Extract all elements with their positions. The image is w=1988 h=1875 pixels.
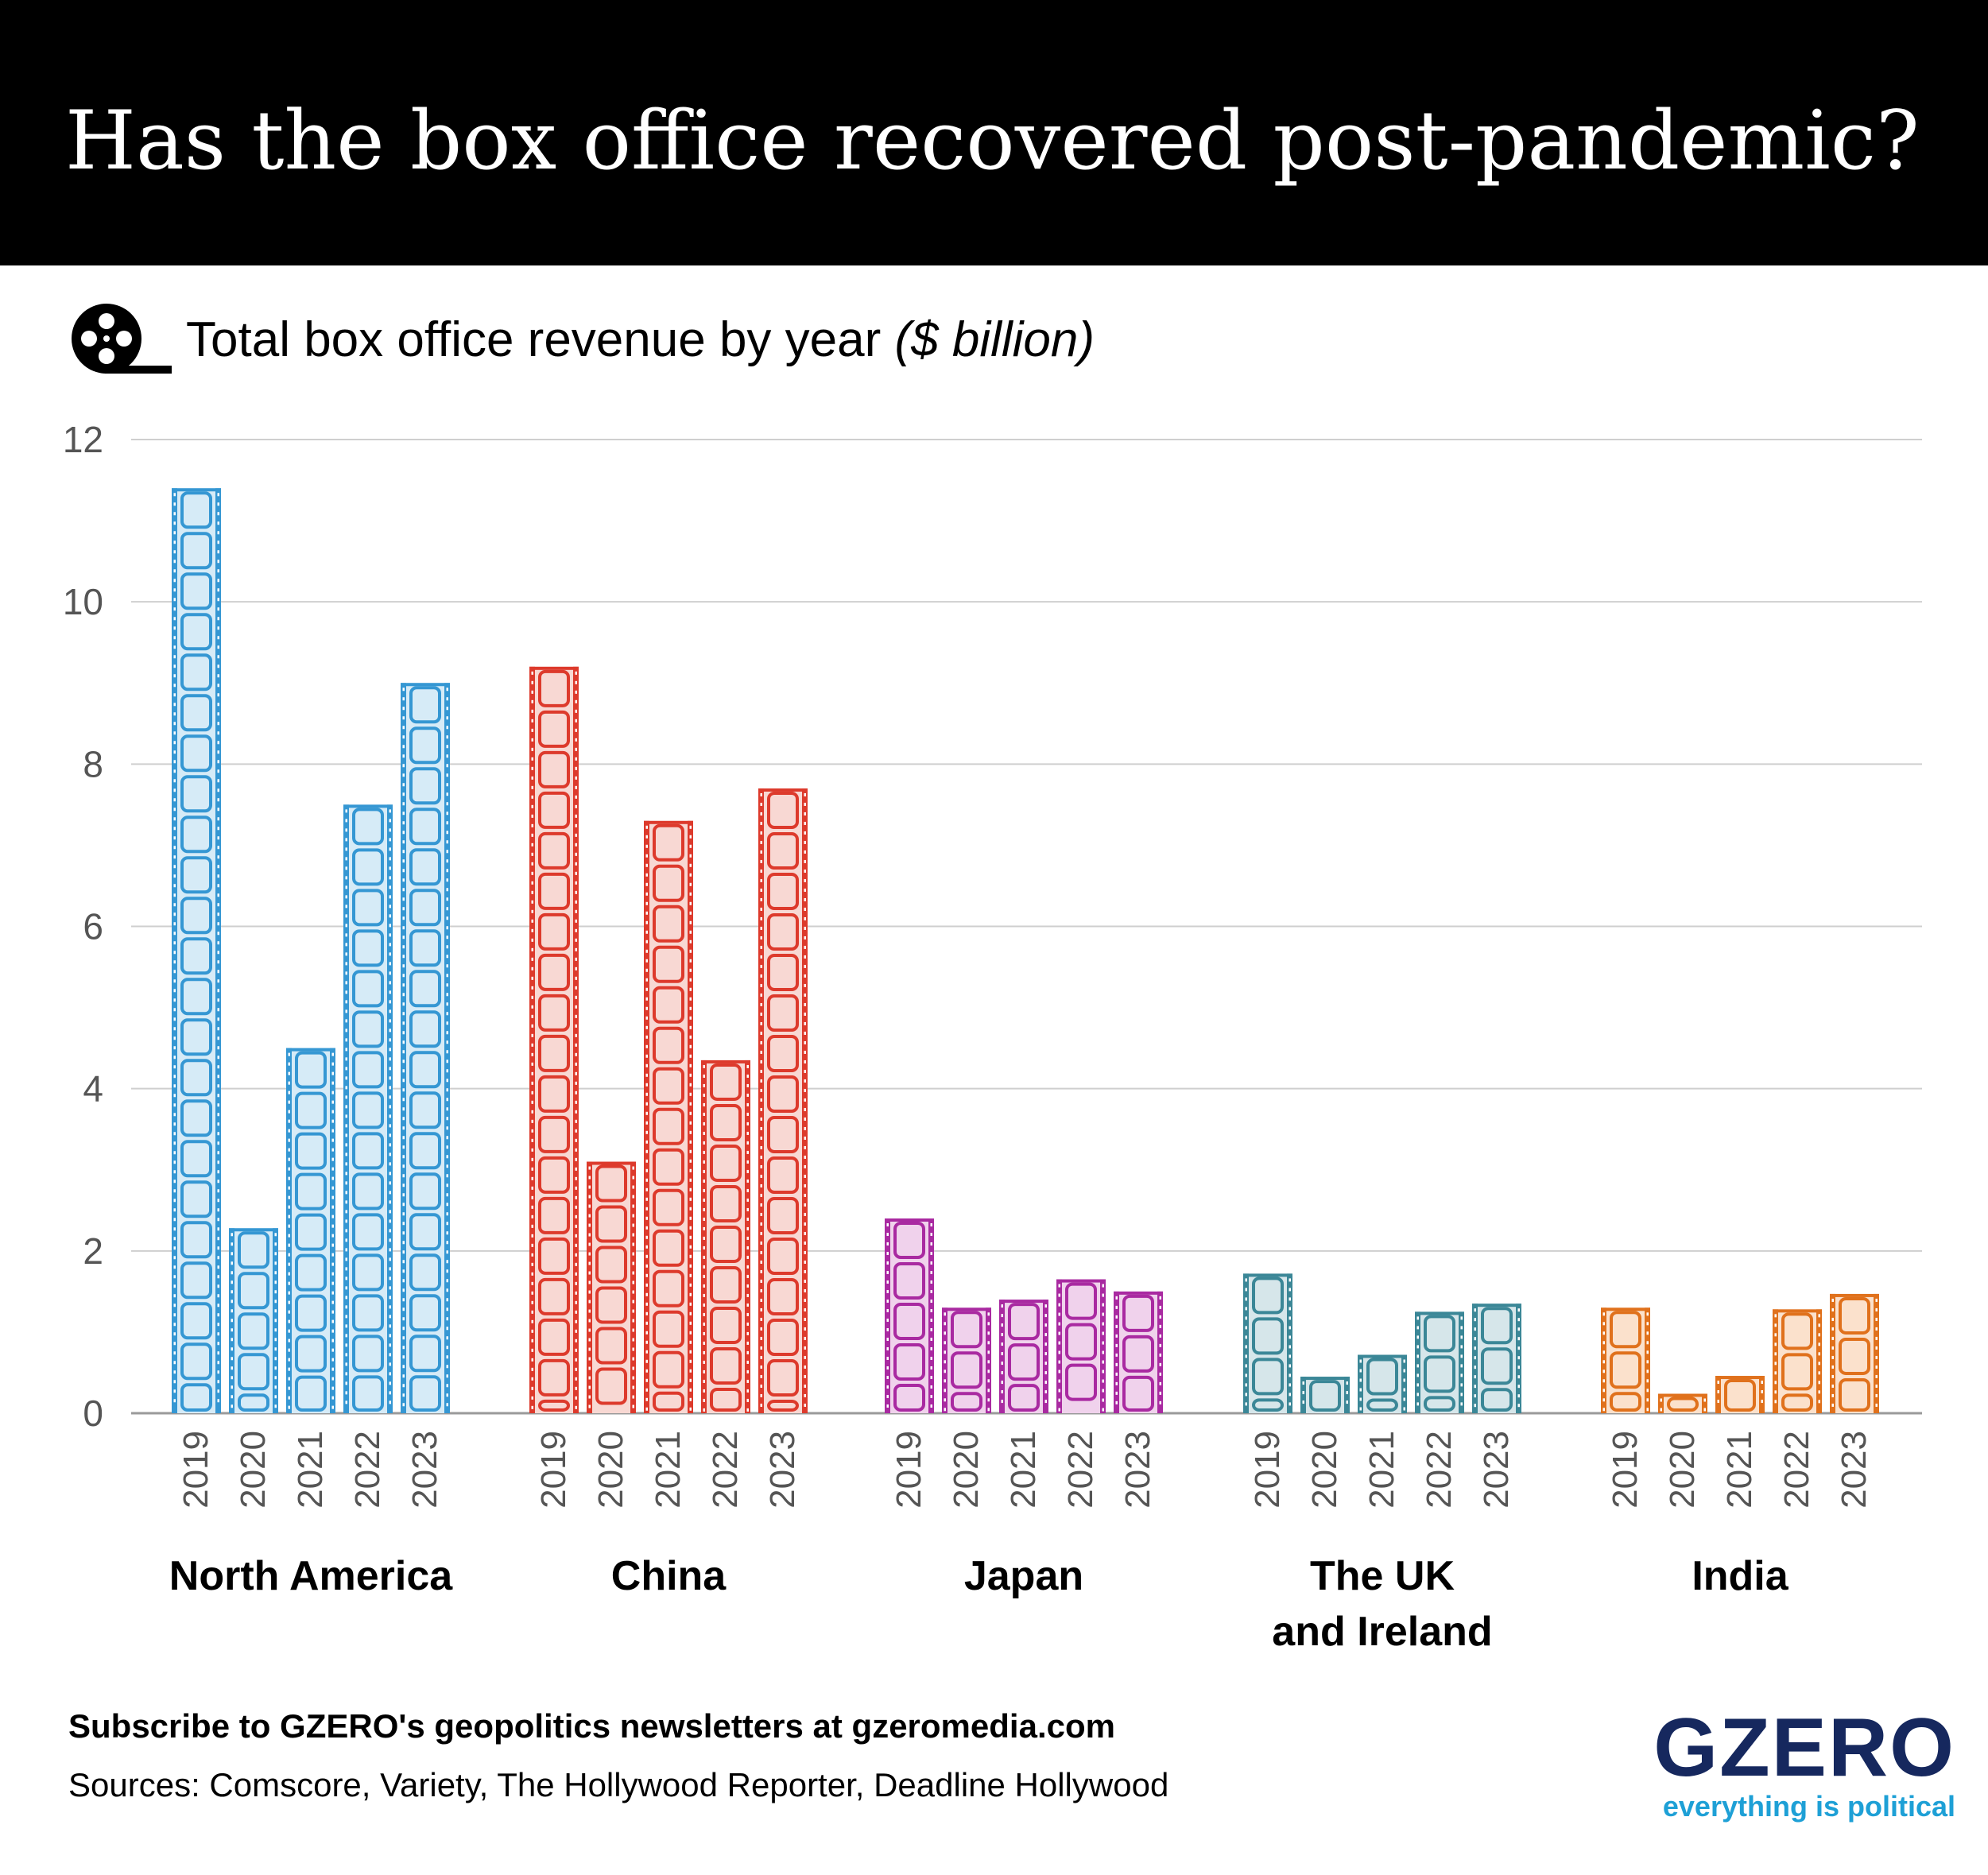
x-tick-label: 2023	[1118, 1431, 1157, 1509]
bar	[1056, 1279, 1106, 1413]
bar	[529, 666, 579, 1413]
x-tick-label: 2023	[1477, 1431, 1516, 1509]
x-tick-label: 2022	[1061, 1431, 1100, 1509]
group-label: India	[1692, 1553, 1788, 1599]
group-label: China	[611, 1553, 727, 1599]
x-tick-label: 2021	[1362, 1431, 1401, 1509]
bar	[587, 1161, 636, 1413]
bar	[701, 1060, 750, 1413]
bar	[401, 683, 450, 1413]
y-tick-label: 8	[83, 743, 103, 784]
bar	[343, 804, 393, 1413]
group-label: North America	[169, 1553, 453, 1599]
bar-group-north-america	[172, 488, 450, 1413]
x-tick-label: 2020	[1663, 1431, 1702, 1509]
grid-lines	[131, 439, 1922, 1415]
y-tick-label: 10	[63, 581, 103, 622]
film-reel-icon	[72, 304, 172, 374]
x-tick-label: 2023	[1835, 1431, 1874, 1509]
x-tick-label: 2021	[1720, 1431, 1759, 1509]
bars	[172, 488, 1879, 1413]
group-label: and Ireland	[1272, 1609, 1492, 1655]
x-tick-label: 2020	[1305, 1431, 1344, 1509]
y-tick-label: 4	[83, 1068, 103, 1110]
bar	[1358, 1354, 1407, 1413]
bar	[1114, 1291, 1163, 1413]
bar	[172, 488, 221, 1413]
bar	[644, 820, 693, 1413]
bar-group-japan	[885, 1218, 1163, 1413]
x-tick-label: 2021	[1004, 1431, 1043, 1509]
x-tick-label: 2019	[1248, 1431, 1287, 1509]
header-bar: Has the box office recovered post-pandem…	[0, 0, 1988, 265]
x-tick-label: 2019	[534, 1431, 573, 1509]
subtitle-unit: ($ billion)	[894, 312, 1095, 367]
bar	[1830, 1293, 1879, 1413]
page-title: Has the box office recovered post-pandem…	[65, 94, 1920, 188]
chart-subtitle: Total box office revenue by year ($ bill…	[186, 312, 1095, 368]
gzero-logo: GZERO everything is political	[1622, 1701, 1955, 1823]
y-axis-tick-labels: 0 2 4 6 8 10 12	[63, 419, 103, 1434]
subscribe-text: Subscribe to GZERO's geopolitics newslet…	[68, 1707, 1115, 1745]
bar	[1300, 1377, 1350, 1413]
x-tick-label: 2020	[947, 1431, 986, 1509]
bar	[1773, 1309, 1822, 1413]
x-tick-label: 2021	[291, 1431, 330, 1509]
y-tick-label: 6	[83, 906, 103, 947]
bar	[1601, 1307, 1650, 1413]
group-label: The UK	[1310, 1553, 1455, 1599]
bar-group-india	[1601, 1293, 1879, 1413]
group-label: Japan	[964, 1553, 1083, 1599]
bar	[999, 1300, 1048, 1413]
subtitle-text: Total box office revenue by year	[186, 312, 895, 367]
x-tick-label: 2021	[649, 1431, 688, 1509]
bar	[1715, 1376, 1765, 1413]
sources-text: Sources: Comscore, Variety, The Hollywoo…	[68, 1766, 1169, 1803]
x-tick-label: 2023	[763, 1431, 802, 1509]
logo-wordmark: GZERO	[1653, 1702, 1955, 1794]
x-tick-label: 2020	[234, 1431, 273, 1509]
y-tick-label: 12	[63, 419, 103, 460]
x-tick-label: 2019	[1606, 1431, 1645, 1509]
bar-group-the-uk-and-ireland	[1243, 1273, 1521, 1413]
x-tick-label: 2019	[889, 1431, 928, 1509]
bar	[229, 1228, 278, 1413]
bar	[885, 1218, 934, 1413]
bar	[286, 1048, 335, 1413]
x-tick-label: 2022	[1420, 1431, 1459, 1509]
bar	[1415, 1311, 1464, 1413]
group-labels: North America China Japan The UK and Ireland…	[169, 1553, 1789, 1655]
bar	[758, 788, 808, 1413]
bar-group-china	[529, 666, 808, 1413]
bar	[1472, 1304, 1521, 1413]
x-tick-label: 2022	[706, 1431, 745, 1509]
y-tick-label: 2	[83, 1230, 103, 1272]
bar	[942, 1307, 991, 1413]
x-tick-label: 2019	[176, 1431, 215, 1509]
bar	[1658, 1393, 1707, 1413]
y-tick-label: 0	[83, 1393, 103, 1434]
x-axis-year-labels: 2019 2020 2021 2022 2023 2019 2020 2021 2022 2023…	[176, 1431, 1874, 1509]
logo-tagline: everything is political	[1662, 1790, 1955, 1823]
x-tick-label: 2023	[405, 1431, 444, 1509]
x-tick-label: 2020	[591, 1431, 630, 1509]
x-tick-label: 2022	[1777, 1431, 1816, 1509]
bar	[1243, 1273, 1292, 1413]
x-tick-label: 2022	[348, 1431, 387, 1509]
